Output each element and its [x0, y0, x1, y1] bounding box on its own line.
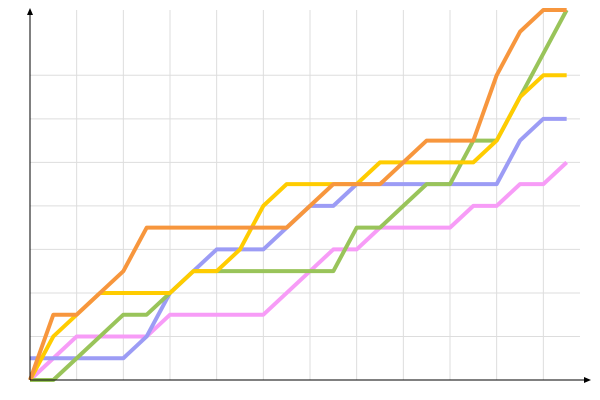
x-axis-arrow	[584, 377, 591, 383]
series-line	[28, 8, 567, 381]
y-axis-arrow	[27, 8, 33, 15]
series-line	[30, 9, 569, 382]
series-line	[28, 160, 569, 382]
lines	[28, 8, 569, 382]
series-line	[30, 116, 567, 361]
series-line	[28, 73, 567, 381]
axes	[27, 8, 591, 383]
